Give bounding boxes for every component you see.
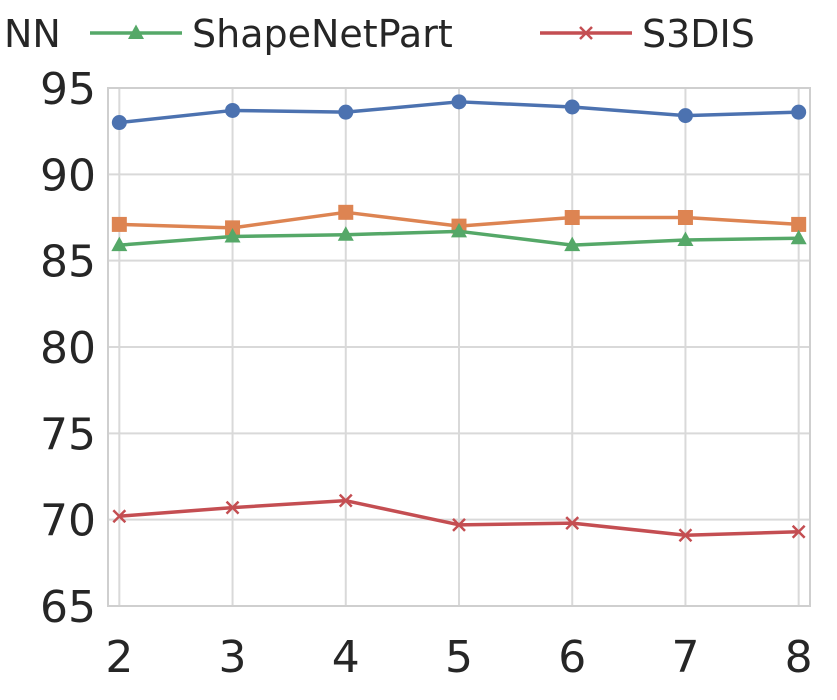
y-tick-label: 85: [40, 237, 96, 288]
data-point-circle: [338, 104, 354, 120]
data-point-triangle: [337, 226, 354, 241]
legend-label: NN: [4, 12, 61, 56]
data-point-square: [677, 210, 693, 225]
data-point-square: [338, 204, 354, 220]
grid: [108, 87, 810, 607]
y-tick-labels: 65 70 75 80 85 90 95: [40, 64, 96, 633]
legend-label: ShapeNetPart: [192, 12, 453, 56]
data-point-circle: [677, 108, 693, 124]
y-tick-label: 75: [40, 409, 96, 460]
legend-entry: NN: [4, 12, 61, 56]
data-point-x: [579, 26, 593, 40]
legend-entry: S3DIS: [540, 12, 755, 56]
data-point-square: [225, 220, 241, 236]
x-tick-labels: 2 3 4 5 6 7 8: [105, 632, 812, 683]
y-tick-label: 70: [40, 496, 96, 547]
x-tick-label: 3: [219, 632, 247, 683]
data-point-triangle: [564, 236, 581, 252]
y-tick-label: 80: [40, 323, 96, 374]
x-tick-label: 2: [105, 632, 133, 683]
data-point-x: [565, 516, 580, 531]
plot-frame: [107, 87, 811, 607]
y-tick-label: 90: [40, 150, 96, 201]
y-tick-label: 65: [40, 582, 96, 633]
data-point-circle: [451, 94, 467, 110]
series-3: [111, 222, 807, 252]
series-1: [111, 94, 807, 131]
data-point-triangle: [677, 231, 694, 246]
data-point-triangle: [790, 229, 807, 245]
data-point-square: [111, 216, 127, 232]
data-point-x: [225, 500, 240, 515]
x-tick-label: 5: [445, 632, 473, 683]
series-layer: [111, 94, 807, 543]
data-point-triangle: [451, 222, 467, 238]
legend-label: S3DIS: [642, 12, 755, 56]
data-point-x: [338, 493, 353, 508]
data-point-triangle: [224, 227, 241, 243]
data-point-triangle: [128, 24, 144, 39]
x-tick-label: 8: [785, 632, 813, 683]
data-point-triangle: [111, 236, 128, 252]
data-point-circle: [791, 104, 807, 120]
legend: NN ShapeNetPart S3DIS: [4, 12, 755, 56]
data-point-circle: [225, 102, 241, 118]
data-point-x: [452, 517, 466, 532]
x-tick-label: 7: [671, 632, 699, 683]
y-tick-label: 95: [40, 64, 96, 115]
data-point-x: [678, 528, 693, 543]
data-point-x: [112, 509, 127, 524]
series-4: [112, 493, 806, 543]
data-point-circle: [111, 115, 127, 131]
data-point-square: [564, 210, 580, 225]
data-point-circle: [564, 99, 580, 115]
x-tick-label: 4: [332, 632, 360, 683]
legend-entry: ShapeNetPart: [90, 12, 453, 56]
data-point-x: [791, 524, 806, 539]
x-tick-label: 6: [558, 632, 586, 683]
data-point-square: [791, 216, 807, 232]
